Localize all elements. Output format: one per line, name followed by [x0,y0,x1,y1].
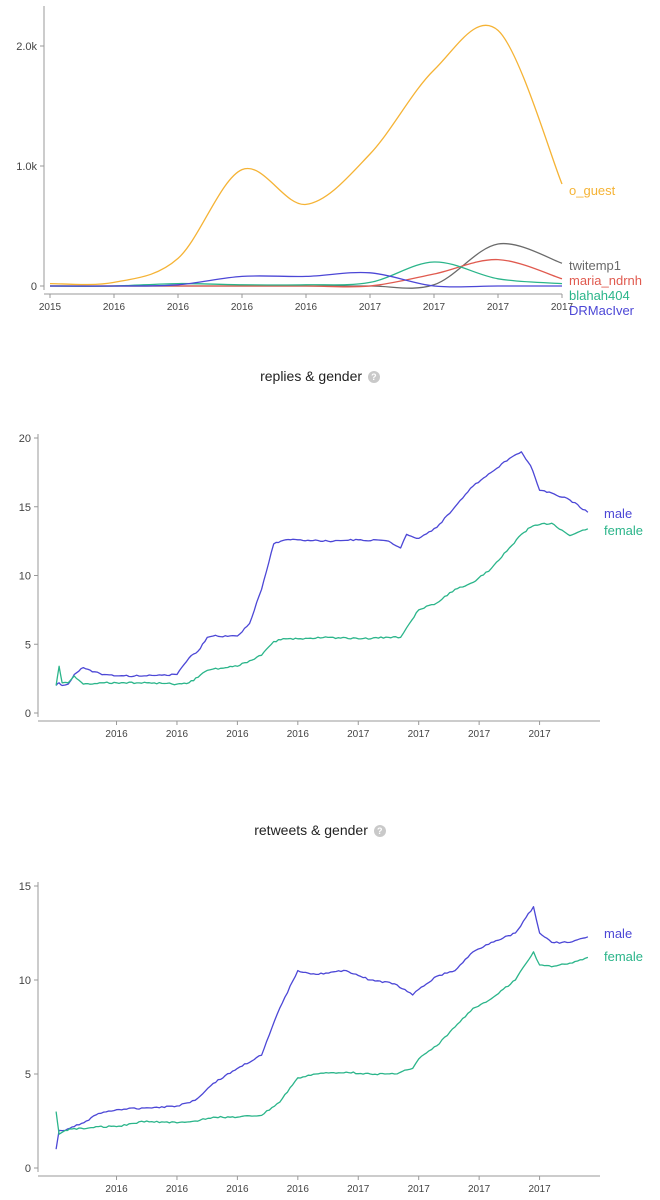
x-tick-label: 2016 [105,1184,128,1195]
series-line-blahah404 [49,261,563,287]
series-line-female [55,522,589,686]
x-tick-label: 2016 [166,729,189,740]
x-tick-label: 2016 [295,302,318,313]
x-tick-label: 2016 [103,302,126,313]
x-tick-label: 2016 [226,729,249,740]
series-label-male: male [604,926,632,941]
series-line-twitemp1 [49,242,563,289]
x-tick-label: 2016 [105,729,128,740]
y-tick-label: 2.0k [16,41,37,53]
x-tick-label: 2017 [468,729,491,740]
series-line-maria_ndrnh [49,258,563,288]
series-label-female: female [604,949,643,964]
chart-replies: 0 5 10 15 20 2016 2016 2016 2016 2017 2017 2017 2017… [19,433,643,740]
x-tick-label: 2017 [423,302,446,313]
y-tick-label: 10 [19,571,31,583]
series-label-female: female [604,523,643,538]
y-tick-label: 5 [25,639,31,651]
series-line-o_guest [49,24,563,286]
help-icon[interactable]: ? [367,371,380,383]
panel-replies: replies & gender ? 0 5 10 15 20 2016 2016 2016 2… [0,360,660,760]
series-line-male [55,906,589,1150]
y-tick-label: 0 [31,281,37,293]
x-tick-label: 2017 [347,729,370,740]
x-tick-label: 2016 [287,729,310,740]
y-tick-label: 20 [19,433,31,445]
y-tick-label: 10 [19,975,31,987]
y-tick-label: 15 [19,502,31,514]
x-tick-label: 2016 [231,302,254,313]
chart-retweets: 0 5 10 15 2016 2016 2016 2016 2017 2017 2017 2017 ma… [19,881,643,1195]
y-tick-label: 5 [25,1069,31,1081]
x-tick-label: 2016 [287,1184,310,1195]
y-tick-label: 0 [25,708,31,720]
chart-top: 0 1.0k 2.0k 2015 2016 2016 2016 2016 2017 2017 201… [16,6,642,318]
x-tick-label: 2016 [166,1184,189,1195]
x-tick-label: 2017 [528,729,551,740]
x-tick-label: 2015 [39,302,62,313]
chart-title: retweets & gender ? [0,822,640,838]
series-label-twitemp1: twitemp1 [569,258,621,273]
x-tick-label: 2017 [487,302,510,313]
x-tick-label: 2017 [551,302,574,313]
panel-retweets: retweets & gender ? 0 5 10 15 2016 2016 2016 20… [0,814,660,1200]
series-label-o_guest: o_guest [569,183,616,198]
chart-title-text: retweets & gender [254,822,368,838]
series-line-male [55,451,589,687]
series-line-female [55,951,589,1135]
series-label-DRMacIver: DRMacIver [569,303,635,318]
x-tick-label: 2017 [408,1184,431,1195]
y-tick-label: 0 [25,1163,31,1175]
x-tick-label: 2016 [226,1184,249,1195]
series-line-DRMacIver [49,271,562,288]
series-label-blahah404: blahah404 [569,288,630,303]
help-icon[interactable]: ? [373,825,386,837]
series-label-maria_ndrnh: maria_ndrnh [569,273,642,288]
y-tick-label: 15 [19,881,31,893]
y-tick-label: 1.0k [16,161,37,173]
chart-title: replies & gender ? [0,368,640,384]
x-tick-label: 2017 [468,1184,491,1195]
x-tick-label: 2017 [528,1184,551,1195]
x-tick-label: 2017 [359,302,382,313]
x-tick-label: 2017 [408,729,431,740]
x-tick-label: 2017 [347,1184,370,1195]
panel-top: 0 1.0k 2.0k 2015 2016 2016 2016 2016 2017 2017 201… [0,0,660,330]
x-tick-label: 2016 [167,302,190,313]
chart-title-text: replies & gender [260,368,363,384]
series-label-male: male [604,506,632,521]
